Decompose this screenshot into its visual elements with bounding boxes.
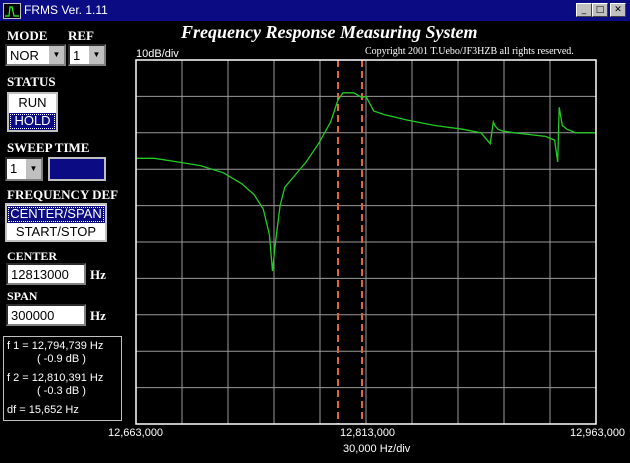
plot-title: Frequency Response Measuring System xyxy=(181,22,478,42)
marker-df-readout: df = 15,652 Hz xyxy=(7,404,79,416)
frequency-def-selector: CENTER/SPAN START/STOP xyxy=(5,203,107,242)
mode-select[interactable]: NOR ▼ xyxy=(5,44,66,66)
x-division-label: 30,000 Hz/div xyxy=(343,443,411,455)
marker-f2-db: ( -0.3 dB ) xyxy=(37,385,86,397)
center-frequency-input[interactable]: 12813000 xyxy=(6,263,86,285)
response-trace xyxy=(136,92,596,272)
span-unit: Hz xyxy=(90,308,106,323)
chevron-down-icon[interactable]: ▼ xyxy=(25,159,41,179)
title-bar: FRMS Ver. 1.11 _ □ ✕ xyxy=(0,0,630,21)
status-hold-option[interactable]: HOLD xyxy=(9,113,56,130)
y-division-label: 10dB/div xyxy=(136,48,179,60)
window-title: FRMS Ver. 1.11 xyxy=(24,3,108,17)
ref-value: 1 xyxy=(73,48,81,63)
marker-readout-box xyxy=(3,336,122,421)
close-button[interactable]: ✕ xyxy=(610,3,626,17)
maximize-button[interactable]: □ xyxy=(592,3,608,17)
chevron-down-icon[interactable]: ▼ xyxy=(88,46,104,64)
ref-label: REF xyxy=(68,28,94,43)
center-span-option[interactable]: CENTER/SPAN xyxy=(7,206,105,223)
status-label: STATUS xyxy=(7,74,56,89)
mode-label: MODE xyxy=(7,28,48,43)
span-label: SPAN xyxy=(7,289,38,303)
waveform-icon xyxy=(3,3,21,19)
center-label: CENTER xyxy=(7,249,58,263)
mode-value: NOR xyxy=(10,48,39,63)
span-input[interactable]: 300000 xyxy=(6,304,86,326)
marker-f2-readout: f 2 = 12,810,391 Hz xyxy=(7,372,104,384)
sweep-time-label: SWEEP TIME xyxy=(7,140,90,155)
start-stop-option[interactable]: START/STOP xyxy=(15,224,97,239)
status-run-option[interactable]: RUN xyxy=(18,95,47,110)
marker-lines xyxy=(336,60,363,424)
x-tick-label-center: 12,813,000 xyxy=(340,427,396,439)
frequency-def-label: FREQUENCY DEF xyxy=(7,187,119,202)
center-unit: Hz xyxy=(90,267,106,282)
x-tick-label-stop: 12,963,000 xyxy=(570,427,626,439)
marker-f1-db: ( -0.9 dB ) xyxy=(37,353,86,365)
sweep-time-value: 1 xyxy=(10,161,18,176)
copyright-text: Copyright 2001 T.Uebo/JF3HZB all rights … xyxy=(365,46,574,57)
sweep-time-select[interactable]: 1 ▼ xyxy=(5,157,43,181)
x-tick-label-start: 12,663,000 xyxy=(108,427,164,439)
chevron-down-icon[interactable]: ▼ xyxy=(48,46,64,64)
status-selector: RUN HOLD xyxy=(7,92,58,132)
minimize-button[interactable]: _ xyxy=(576,3,592,17)
marker-f1-readout: f 1 = 12,794,739 Hz xyxy=(7,340,104,352)
plot-grid xyxy=(136,60,596,424)
ref-select[interactable]: 1 ▼ xyxy=(68,44,106,66)
sweep-progress-indicator xyxy=(48,157,106,181)
plot-frame xyxy=(135,59,597,425)
